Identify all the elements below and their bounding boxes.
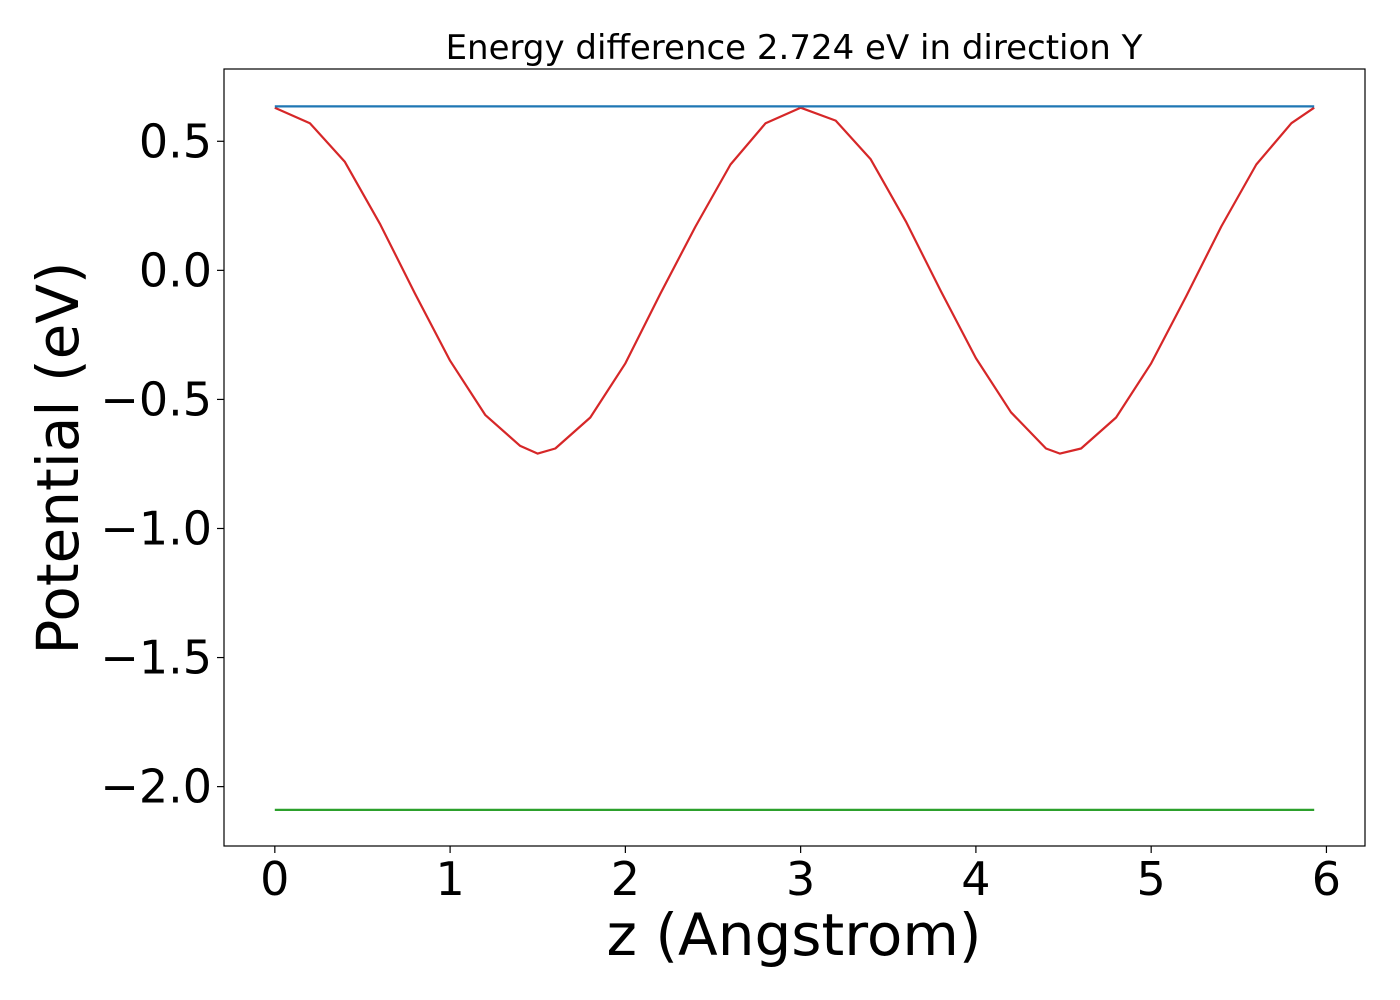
y-tick-label: −1.5	[100, 631, 212, 685]
y-tick-label: 0.0	[139, 243, 212, 297]
x-tick-label: 0	[260, 852, 289, 906]
series-layer	[274, 105, 1315, 812]
series-line-0	[274, 106, 1315, 455]
y-axis-ticks: 0.5 0.0 −0.5 −1.0 −1.5 −2.0	[100, 114, 224, 814]
x-tick-label: 2	[611, 852, 640, 906]
chart-title: Energy difference 2.724 eV in direction …	[446, 28, 1143, 68]
x-tick-label: 1	[435, 852, 464, 906]
x-axis-ticks: 0 1 2 3 4 5 6	[260, 846, 1341, 906]
x-tick-label: 5	[1137, 852, 1166, 906]
x-tick-label: 4	[961, 852, 990, 906]
y-axis-title: Potential (eV)	[24, 261, 92, 654]
y-tick-label: −2.0	[100, 760, 212, 814]
plot-frame	[223, 68, 1366, 847]
y-tick-label: 0.5	[139, 114, 212, 168]
y-tick-label: −0.5	[100, 372, 212, 426]
x-tick-label: 3	[786, 852, 815, 906]
y-tick-label: −1.0	[100, 501, 212, 555]
x-axis-title: z (Angstrom)	[607, 901, 982, 969]
x-tick-label: 6	[1312, 852, 1341, 906]
